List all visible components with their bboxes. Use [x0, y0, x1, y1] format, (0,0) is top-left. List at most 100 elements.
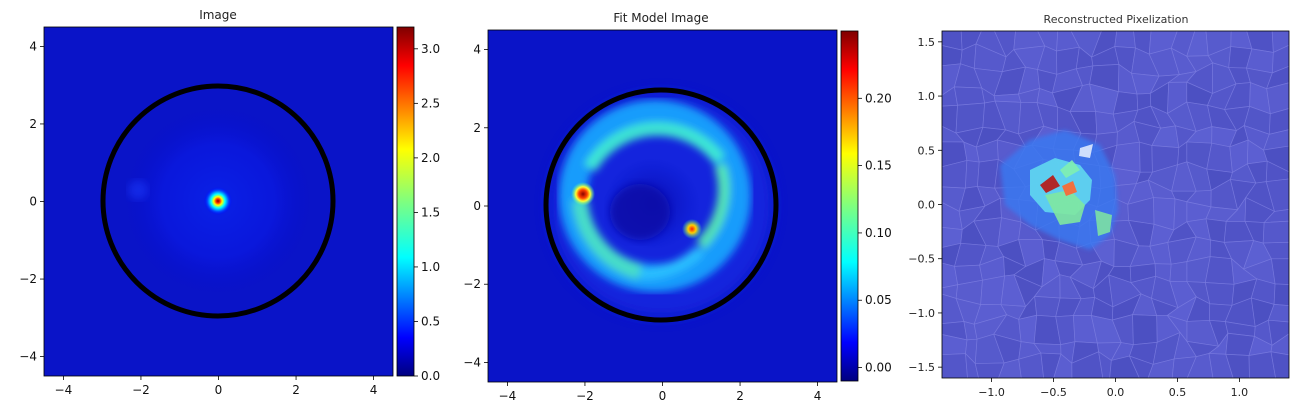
panel-pixelization: Reconstructed Pixelization −1.0 −0.5 0.0 0.… — [908, 13, 1290, 399]
pixelization-cell — [1018, 314, 1038, 344]
colorbar-tick-label: 0.20 — [865, 91, 892, 105]
x-tick-label: 0 — [215, 383, 223, 397]
pixelization-cell — [1114, 31, 1136, 49]
colorbar-tick-label: 0.05 — [865, 293, 892, 307]
pixelization-cell — [1270, 351, 1289, 378]
colorbar-tick-label: 2.5 — [421, 96, 440, 110]
fit-model-y-ticks: −4 −2 0 2 4 — [463, 43, 488, 369]
pixelization-peak-orange — [1062, 181, 1077, 196]
y-tick-label: −4 — [463, 355, 481, 369]
pixelization-cell — [942, 353, 968, 378]
pixelization-cell — [1040, 352, 1062, 378]
y-tick-label: 0 — [473, 199, 481, 213]
x-tick-label: 0.0 — [1107, 386, 1125, 399]
pixelization-cell — [1169, 261, 1188, 282]
pixelization-peak-red — [1040, 175, 1060, 193]
x-tick-label: 2 — [292, 383, 300, 397]
colorbar-tick-label: 0.15 — [865, 159, 892, 173]
colorbar-tick-label: 2.0 — [421, 151, 440, 165]
colorbar-tick-label: 1.0 — [421, 260, 440, 274]
pixelization-cell — [1018, 352, 1044, 378]
pixelization-cell — [980, 275, 1006, 306]
y-tick-label: −2 — [19, 272, 37, 286]
image-heatmap — [44, 27, 393, 376]
pixelization-cell — [964, 160, 980, 189]
pixelization-cell — [1265, 178, 1289, 212]
colorbar-tick-label: 0.0 — [421, 369, 440, 383]
fit-model-heatmap — [488, 30, 837, 382]
y-tick-label: 0 — [29, 195, 37, 209]
image-colorbar-gradient — [397, 27, 414, 376]
pixelization-cell — [1147, 358, 1175, 378]
pixelization-heatmap — [942, 31, 1289, 378]
y-tick-label: 2 — [29, 117, 37, 131]
panel-fit-model: Fit Model Image −4 −2 0 2 4 −4 −2 0 2 4 — [463, 11, 891, 403]
pixelization-cell — [1263, 145, 1289, 173]
fit-model-mask-circle — [543, 87, 779, 323]
pixelization-cell — [1225, 353, 1250, 378]
x-tick-label: −4 — [499, 389, 517, 403]
pixelization-cell — [1268, 108, 1289, 135]
image-central-peak — [204, 187, 232, 215]
pixelization-cell — [1271, 258, 1289, 285]
x-tick-label: −4 — [55, 383, 73, 397]
colorbar-tick-label: 1.5 — [421, 205, 440, 219]
pixelization-cell — [1263, 209, 1289, 223]
pixelization-cell — [1270, 333, 1289, 356]
pixelization-cell — [1128, 355, 1154, 378]
colorbar-tick-label: 3.0 — [421, 42, 440, 56]
pixelization-cell — [1262, 220, 1289, 244]
fit-model-x-ticks: −4 −2 0 2 4 — [499, 382, 822, 403]
pixelization-cell — [1266, 65, 1289, 90]
pixelization-cell — [1171, 356, 1197, 378]
colorbar-tick-label: 0.10 — [865, 226, 892, 240]
pixelization-cell — [1098, 351, 1112, 378]
y-tick-label: 1.0 — [918, 90, 936, 103]
pixelization-x-ticks: −1.0 −0.5 0.0 0.5 1.0 — [978, 378, 1248, 399]
pixelization-cell — [965, 352, 979, 378]
y-tick-label: −0.5 — [908, 253, 935, 266]
fit-model-colorbar-gradient — [841, 31, 858, 381]
x-tick-label: 0.5 — [1169, 386, 1187, 399]
x-tick-label: 4 — [814, 389, 822, 403]
pixelization-cell — [1265, 160, 1289, 183]
y-tick-label: −2 — [463, 277, 481, 291]
y-tick-label: −1.5 — [908, 361, 935, 374]
image-mask-circle — [100, 83, 336, 319]
x-tick-label: −0.5 — [1040, 386, 1067, 399]
x-tick-label: −1.0 — [978, 386, 1005, 399]
x-tick-label: 1.0 — [1231, 386, 1249, 399]
pixelization-cell — [1132, 314, 1158, 346]
pixelization-cell — [1071, 351, 1104, 378]
pixelization-cell — [1053, 353, 1073, 378]
pixelization-cell — [998, 358, 1022, 378]
panel-image: Image −4 −2 0 2 4 −4 −2 0 2 4 0.0 0.5 1.0 1.5 2.0 2.5… — [19, 8, 440, 397]
pixelization-cell — [1262, 241, 1289, 260]
image-colorbar-ticks: 0.0 0.5 1.0 1.5 2.0 2.5 3.0 — [414, 42, 440, 383]
pixelization-cell — [1248, 351, 1276, 378]
colorbar-tick-label: 0.5 — [421, 314, 440, 328]
x-tick-label: 4 — [370, 383, 378, 397]
pixelization-cell — [1186, 353, 1214, 378]
y-tick-label: −1.0 — [908, 307, 935, 320]
pixelization-cell — [1273, 283, 1289, 306]
y-tick-label: 1.5 — [918, 36, 936, 49]
image-faint-blob — [128, 180, 148, 200]
y-tick-label: 2 — [473, 121, 481, 135]
pixelization-y-ticks: −1.5 −1.0 −0.5 0.0 0.5 1.0 1.5 — [908, 36, 942, 374]
pixelization-cell — [1204, 282, 1235, 306]
image-y-ticks: −4 −2 0 2 4 — [19, 39, 44, 364]
panel-pixelization-title: Reconstructed Pixelization — [1044, 13, 1189, 26]
pixelization-cell — [1204, 256, 1235, 285]
fit-model-peak-left — [571, 182, 595, 206]
pixelization-cell — [1266, 82, 1289, 115]
y-tick-label: 4 — [473, 43, 481, 57]
x-tick-label: 2 — [736, 389, 744, 403]
pixelization-cell — [1267, 304, 1289, 323]
x-tick-label: −2 — [132, 383, 150, 397]
image-colorbar: 0.0 0.5 1.0 1.5 2.0 2.5 3.0 — [396, 26, 440, 383]
colorbar-tick-label: 0.00 — [865, 361, 892, 375]
fit-model-peak-right — [682, 219, 702, 239]
fit-model-colorbar: 0.00 0.05 0.10 0.15 0.20 — [840, 30, 892, 382]
